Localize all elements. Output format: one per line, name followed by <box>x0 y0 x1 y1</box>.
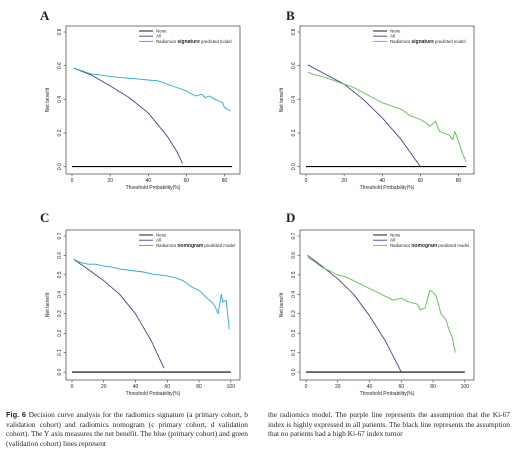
chart-panel-d: D 0 20 40 60 80 100 0.0 0.1 0.2 0.3 0.4 0.5 0.6 0.7 Thr… <box>279 210 475 397</box>
y-tick-label: 0.0 <box>57 368 63 375</box>
legend-entry: Radiomics nomogram predicted model <box>156 243 235 249</box>
x-axis-title: Threshold Probability(%) <box>126 185 181 191</box>
caption-label: Fig. 6 <box>6 410 27 419</box>
y-axis-title: Net benefit <box>45 292 51 317</box>
x-tick-label: 0 <box>71 178 74 184</box>
plot-frame <box>299 25 475 175</box>
x-tick-label: 40 <box>145 178 151 184</box>
y-tick-label: 0.2 <box>57 129 63 136</box>
y-tick-label: 0.0 <box>291 368 297 375</box>
series-line-radiomics-signature-predicted-model <box>307 71 467 162</box>
chart-panel-b: B 0 20 40 60 80 0.0 0.2 0.4 0.6 0.8 Threshold Proba… <box>279 8 475 191</box>
y-tick-label: 0.8 <box>57 28 63 35</box>
decision-curve-figure: A 0 20 40 60 80 0.0 0.2 0.4 0.6 0.8 Threshold Proba… <box>40 8 475 397</box>
y-tick-label: 0.5 <box>291 271 297 278</box>
series-line-all <box>307 255 402 373</box>
x-tick-label: 20 <box>335 384 341 390</box>
panel-letter: B <box>286 8 295 23</box>
figure-caption: Fig. 6 Decision curve analysis for the r… <box>6 410 510 470</box>
y-tick-label: 0.1 <box>57 349 63 356</box>
series-line-all <box>307 64 421 167</box>
x-tick-label: 60 <box>184 178 190 184</box>
y-tick-label: 0.7 <box>291 232 297 239</box>
x-tick-label: 80 <box>222 178 228 184</box>
y-tick-label: 0.2 <box>57 330 63 337</box>
y-tick-label: 0.1 <box>291 349 297 356</box>
x-tick-label: 20 <box>341 178 347 184</box>
y-tick-label: 0.2 <box>291 129 297 136</box>
x-tick-label: 60 <box>418 178 424 184</box>
caption-right-text: the radiomics model. The purple line rep… <box>268 410 510 439</box>
legend-entry: Radiomics signature predicted model <box>390 39 466 45</box>
x-tick-label: 80 <box>456 178 462 184</box>
panel-letter: C <box>40 210 49 225</box>
y-tick-label: 0.3 <box>57 310 63 317</box>
y-tick-label: 0.6 <box>291 62 297 69</box>
y-tick-label: 0.0 <box>291 163 297 170</box>
legend-entry: None <box>390 233 401 238</box>
plot-frame <box>299 229 475 381</box>
y-tick-label: 0.6 <box>57 252 63 259</box>
caption-left-text: Decision curve analysis for the radiomic… <box>6 410 248 448</box>
y-axis-title: Net benefit <box>279 87 285 112</box>
series-line-all <box>73 67 183 164</box>
series-line-all <box>73 258 165 369</box>
x-tick-label: 20 <box>101 384 107 390</box>
plot-frame <box>65 229 241 381</box>
series-line-radiomics-nomogram-predicted-model <box>73 258 230 330</box>
x-tick-label: 40 <box>379 178 385 184</box>
panel-letter: D <box>286 210 295 225</box>
y-tick-label: 0.0 <box>57 163 63 170</box>
legend-entry: Radiomics signature predicted model <box>156 39 232 45</box>
x-tick-label: 40 <box>367 384 373 390</box>
series-line-radiomics-nomogram-predicted-model <box>307 257 456 353</box>
x-axis-title: Threshold Probability(%) <box>126 391 181 397</box>
legend-entry: None <box>156 29 167 34</box>
x-tick-label: 60 <box>399 384 405 390</box>
y-axis-title: Net benefit <box>279 292 285 317</box>
legend-entry: All <box>156 34 161 39</box>
legend-entry: None <box>390 29 401 34</box>
y-tick-label: 0.2 <box>291 330 297 337</box>
x-tick-label: 0 <box>305 384 308 390</box>
legend-entry: Radiomics nomogram predicted model <box>390 243 469 249</box>
legend-entry: All <box>390 238 395 243</box>
x-tick-label: 20 <box>107 178 113 184</box>
legend-entry: All <box>390 34 395 39</box>
x-tick-label: 40 <box>133 384 139 390</box>
chart-panel-a: A 0 20 40 60 80 0.0 0.2 0.4 0.6 0.8 Threshold Proba… <box>40 8 241 191</box>
chart-panel-c: C 0 20 40 60 80 100 0.0 0.1 0.2 0.3 0.4 0.5 0.6 0.7 Thr… <box>40 210 241 397</box>
y-tick-label: 0.8 <box>291 28 297 35</box>
x-tick-label: 60 <box>165 384 171 390</box>
x-tick-label: 80 <box>196 384 202 390</box>
caption-right-column: the radiomics model. The purple line rep… <box>268 410 510 439</box>
caption-left-column: Fig. 6 Decision curve analysis for the r… <box>6 410 248 448</box>
legend-entry: All <box>156 238 161 243</box>
y-tick-label: 0.4 <box>291 291 297 298</box>
series-line-radiomics-signature-predicted-model <box>73 67 231 112</box>
plot-frame <box>65 25 241 175</box>
y-tick-label: 0.3 <box>291 310 297 317</box>
y-tick-label: 0.6 <box>291 252 297 259</box>
y-tick-label: 0.6 <box>57 62 63 69</box>
x-axis-title: Threshold Probability(%) <box>360 185 415 191</box>
panel-letter: A <box>40 8 50 23</box>
y-tick-label: 0.4 <box>57 96 63 103</box>
y-tick-label: 0.4 <box>291 96 297 103</box>
x-tick-label: 0 <box>305 178 308 184</box>
y-tick-label: 0.7 <box>57 232 63 239</box>
x-tick-label: 0 <box>71 384 74 390</box>
x-axis-title: Threshold Probability(%) <box>360 391 415 397</box>
x-tick-label: 100 <box>461 384 470 390</box>
x-tick-label: 80 <box>430 384 436 390</box>
y-tick-label: 0.5 <box>57 271 63 278</box>
x-tick-label: 100 <box>227 384 236 390</box>
y-axis-title: Net benefit <box>45 87 51 112</box>
legend-entry: None <box>156 233 167 238</box>
y-tick-label: 0.4 <box>57 291 63 298</box>
